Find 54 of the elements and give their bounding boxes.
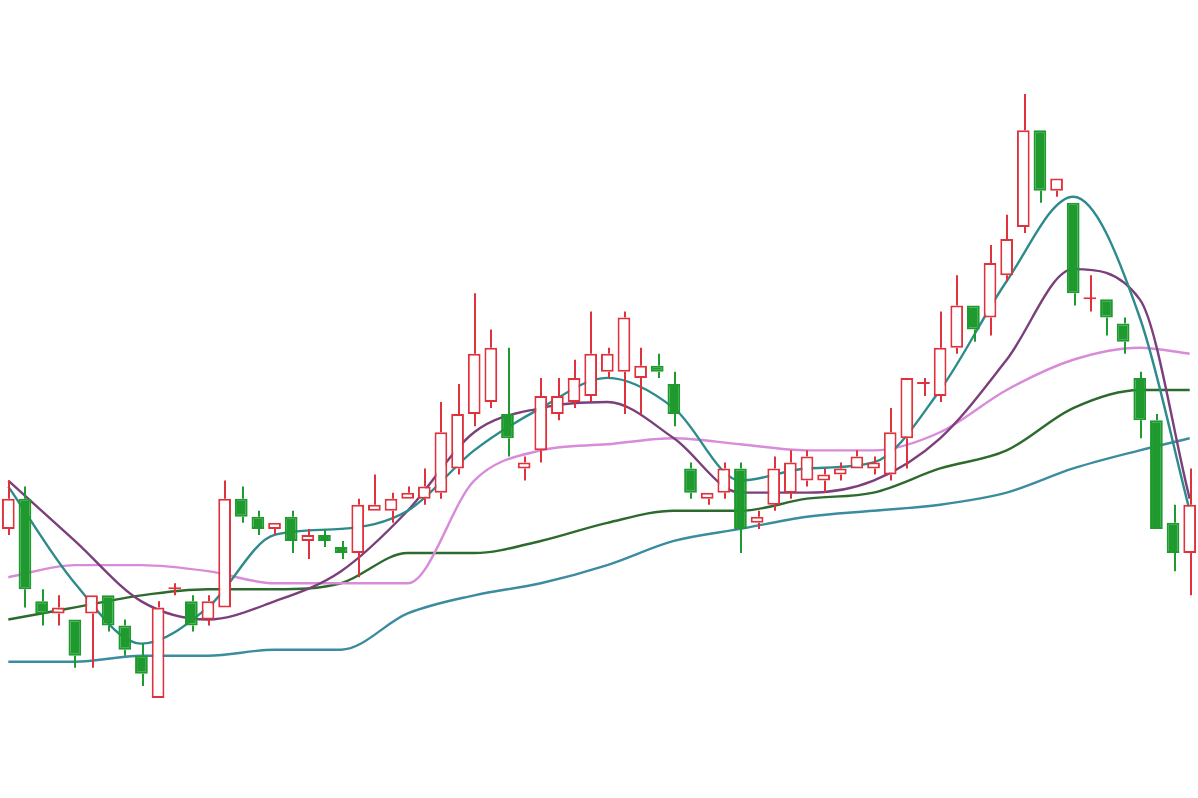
candlestick: [1066, 202, 1080, 307]
candlestick: [734, 461, 747, 555]
candlestick: [767, 455, 781, 512]
candlestick: [584, 310, 598, 404]
candlestick: [933, 310, 947, 404]
candlestick: [151, 600, 165, 698]
candlestick: [51, 594, 65, 627]
candlestick: [534, 376, 548, 464]
candlestick: [1033, 130, 1047, 204]
candlestick: [833, 461, 847, 482]
candlestick: [318, 527, 331, 548]
candlestick: [484, 328, 498, 410]
candlestick: [700, 492, 714, 506]
candlestick: [101, 595, 115, 633]
candlestick: [817, 467, 830, 494]
candlestick: [351, 497, 365, 579]
candlestick: [983, 244, 997, 337]
candlestick: [301, 527, 315, 561]
candlestick: [68, 619, 82, 669]
candlestick: [1183, 467, 1197, 597]
candlestick: [184, 594, 198, 633]
candlestick: [284, 509, 298, 555]
candlestick: [1133, 370, 1147, 440]
candlestick: [268, 522, 281, 536]
candlestick: [35, 588, 48, 627]
candlestick: [1150, 413, 1163, 529]
candlestick: [1166, 503, 1180, 573]
candlestick: [368, 473, 381, 511]
candlestick: [1000, 213, 1014, 283]
candlestick: [950, 274, 964, 355]
candlestick: [717, 461, 731, 500]
candlestick: [434, 401, 448, 500]
candlestick: [800, 449, 814, 488]
candlestick: [218, 479, 231, 608]
candlestick: [451, 382, 464, 476]
candlestick: [867, 455, 880, 476]
candlestick: [783, 449, 797, 500]
candlestick: [501, 346, 514, 458]
candlestick: [667, 370, 681, 428]
candlestick: [567, 358, 581, 410]
candlestick: [401, 485, 415, 499]
candlestick: [900, 377, 914, 470]
candlestick: [251, 509, 265, 536]
candlestick: [650, 352, 664, 379]
candlestick: [1016, 93, 1030, 234]
candlestick: [883, 407, 897, 482]
candlestick: [684, 461, 697, 500]
candlestick: [1116, 316, 1130, 355]
candlestick: [967, 305, 980, 343]
candlestick: [467, 292, 481, 428]
candlestick: [617, 310, 631, 416]
candlestick: [118, 618, 132, 657]
candlestick: [1, 479, 15, 536]
candlestick: [18, 485, 32, 609]
